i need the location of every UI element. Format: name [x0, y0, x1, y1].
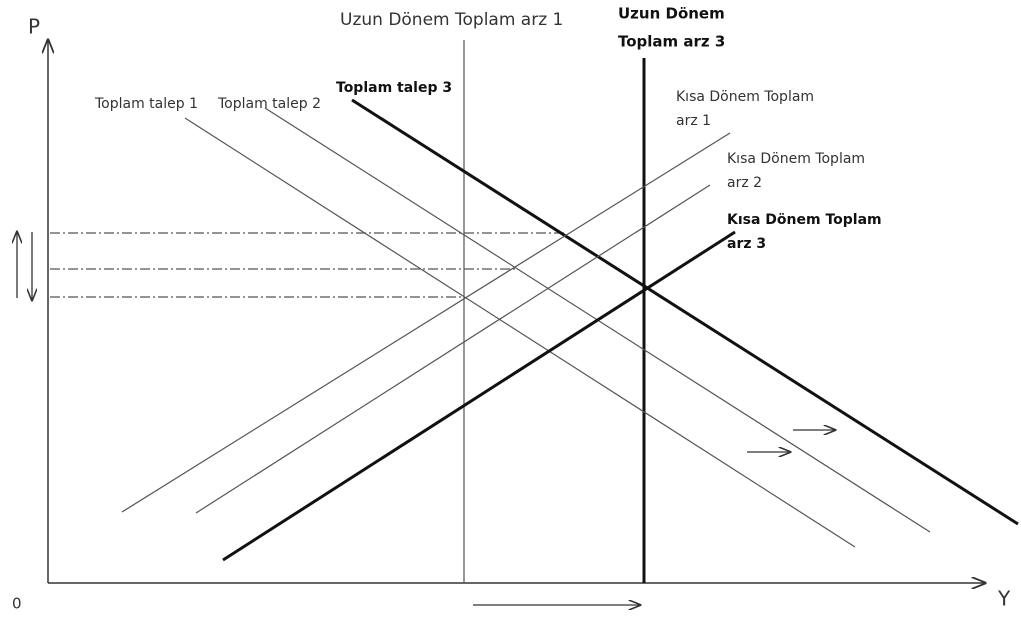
ad-1 — [184, 117, 856, 548]
sras-label: arz 3 — [727, 236, 766, 252]
origin: 0 — [12, 595, 22, 613]
sras-2 — [195, 184, 711, 514]
x-label: Y — [997, 587, 1011, 611]
ad-label: Toplam talep 1 — [94, 96, 198, 112]
sras-label: arz 1 — [676, 113, 711, 129]
ad-label: Toplam talep 3 — [336, 80, 452, 96]
sras-1 — [121, 132, 731, 513]
lras-label: Uzun Dönem — [618, 5, 725, 23]
sras-label: Kısa Dönem Toplam — [727, 212, 882, 228]
sras-label: Kısa Dönem Toplam — [727, 151, 865, 167]
ad-3 — [351, 98, 1019, 526]
sras-label: Kısa Dönem Toplam — [676, 89, 814, 105]
y-label: P — [28, 15, 40, 39]
lras-label: Uzun Dönem Toplam arz 1 — [340, 10, 563, 30]
ad-label: Toplam talep 2 — [217, 96, 321, 112]
lras-label: Toplam arz 3 — [618, 33, 725, 51]
sras-3 — [222, 230, 736, 562]
sras-label: arz 2 — [727, 175, 762, 191]
